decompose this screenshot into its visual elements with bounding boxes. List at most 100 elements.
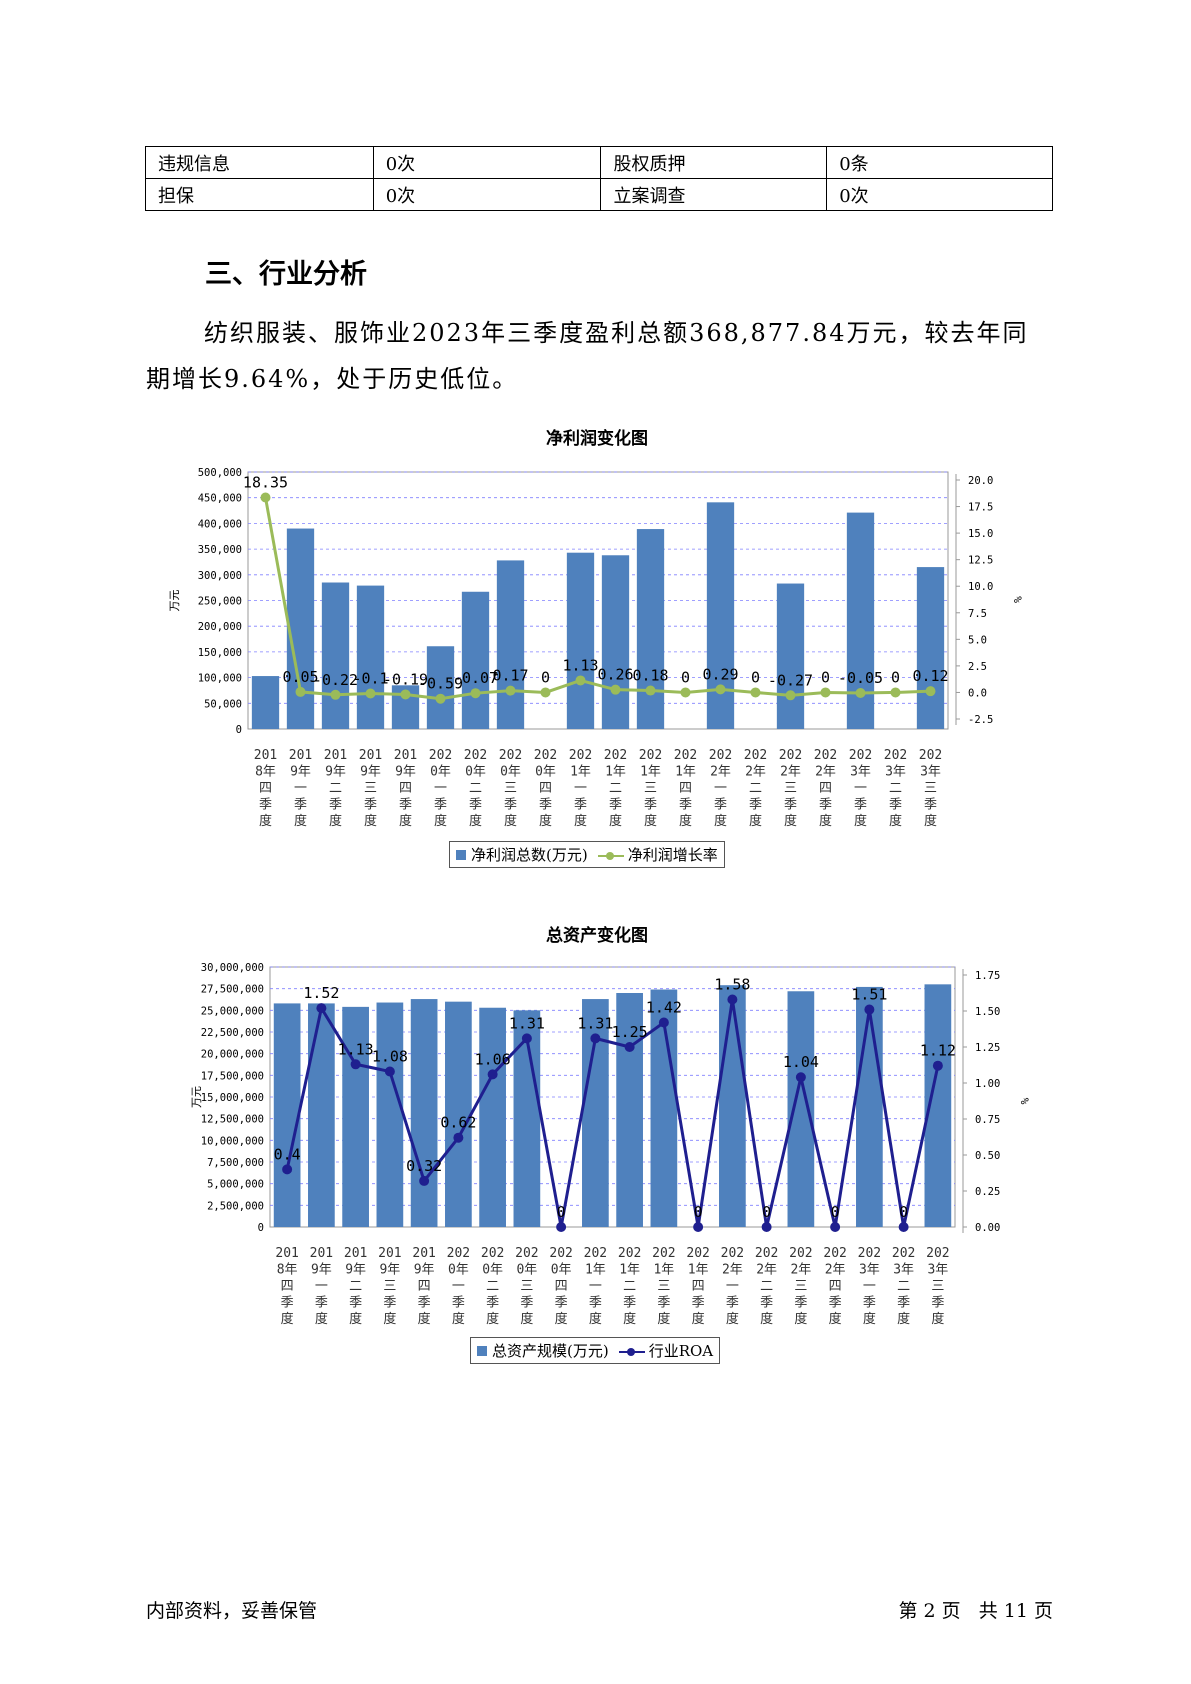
line-point [400, 689, 411, 700]
x-tick-label: 202 3年二季度 [892, 1246, 915, 1327]
x-tick-label: 202 0年一季度 [429, 748, 452, 829]
bar [251, 676, 280, 729]
x-tick-label: 202 0年二季度 [481, 1246, 504, 1327]
net-profit-chart: 0 50,000 100,000 150,000 200,000 250,000 300,0… [168, 467, 1024, 829]
series-line [285, 999, 940, 1228]
x-tick-label: 202 1年二季度 [604, 748, 627, 829]
legend-item: 净利润总数(万元) [456, 844, 588, 865]
y2-tick-label: 10.0 [968, 581, 993, 593]
y-tick-label: 150,000 [198, 647, 242, 659]
table-cell: 0条 [826, 146, 1053, 179]
x-tick-label: 202 1年二季度 [618, 1246, 641, 1327]
data-label: 1.08 [372, 1047, 408, 1065]
data-label: 0 [891, 668, 900, 686]
bar [636, 529, 665, 729]
x-tick-label: 202 3年二季度 [884, 748, 907, 829]
y2-tick-label: 2.5 [968, 661, 987, 673]
bar [856, 986, 883, 1227]
data-label: 1.51 [851, 986, 887, 1004]
data-label: 0 [541, 668, 550, 686]
data-label: 1.13 [562, 656, 598, 674]
line-point [316, 1003, 327, 1014]
y2-tick-label: 1.75 [975, 970, 1000, 982]
x-tick-label: 201 9年四季度 [412, 1246, 435, 1327]
data-label: 0.12 [912, 667, 948, 685]
x-tick-label: 202 3年三季度 [926, 1246, 949, 1327]
bar [787, 991, 815, 1227]
x-tick-label: 202 2年四季度 [823, 1246, 846, 1327]
chart-title-total-assets: 总资产变化图 [546, 926, 648, 946]
x-tick-label: 202 0年一季度 [447, 1246, 470, 1327]
data-label: 1.06 [475, 1050, 511, 1068]
data-label: 1.31 [577, 1014, 613, 1032]
bar [273, 1003, 301, 1227]
bar [286, 528, 315, 729]
y-tick-label: 200,000 [198, 621, 242, 633]
y-tick-label: 0 [258, 1222, 264, 1234]
y2-tick-label: 1.50 [975, 1006, 1000, 1018]
bar [582, 999, 609, 1227]
y-tick-label: 5,000,000 [207, 1179, 264, 1191]
line-point [645, 685, 656, 696]
y-tick-label: 50,000 [204, 698, 242, 710]
data-label: 18.35 [243, 474, 288, 492]
line-point [470, 688, 481, 699]
bar [601, 555, 630, 729]
data-label: 0 [821, 668, 830, 686]
data-label: 1.04 [783, 1053, 819, 1071]
x-tick-label: 202 0年二季度 [464, 748, 487, 829]
line-point [556, 1222, 567, 1232]
y2-tick-label: -2.5 [968, 714, 993, 726]
y-tick-label: 30,000,000 [201, 962, 264, 974]
line-point [575, 675, 586, 686]
y-axis-title: 万元 [190, 1086, 203, 1108]
data-label: 1.13 [338, 1040, 374, 1058]
y2-axis-title: % [1018, 1098, 1031, 1105]
risk-info-table: 违规信息 0次 股权质押 0条 担保 0次 立案调查 0次 [145, 146, 1053, 211]
data-label: 1.12 [920, 1042, 956, 1060]
line-point [260, 492, 271, 503]
line-point [435, 693, 446, 704]
x-tick-label: 201 9年二季度 [324, 748, 347, 829]
data-label: -0.19 [383, 670, 428, 688]
bar [308, 1003, 335, 1227]
data-label: 0.17 [492, 667, 528, 685]
chart-legend: 总资产规模(万元) 行业ROA [470, 1337, 721, 1364]
y2-tick-label: 0.0 [968, 687, 987, 699]
series-line [264, 497, 931, 701]
x-tick-label: 202 1年三季度 [639, 748, 662, 829]
x-tick-label: 201 9年一季度 [310, 1246, 333, 1327]
x-tick-label: 202 0年四季度 [549, 1246, 572, 1327]
line-point [282, 1164, 293, 1175]
line-point [624, 1042, 635, 1052]
table-cell: 违规信息 [145, 146, 374, 179]
y-tick-label: 20,000,000 [201, 1049, 264, 1061]
line-point [680, 687, 691, 698]
line-point [693, 1222, 704, 1232]
y-tick-label: 450,000 [198, 493, 242, 505]
x-tick-label: 201 9年二季度 [344, 1246, 367, 1327]
y-tick-label: 250,000 [198, 596, 242, 608]
data-label: 0 [762, 1203, 771, 1221]
x-tick-label: 201 9年一季度 [289, 748, 312, 829]
bar [461, 591, 490, 729]
data-label: -0.07 [453, 669, 498, 687]
bar [496, 560, 525, 729]
data-label: 0.18 [632, 667, 668, 685]
y-tick-label: 17,500,000 [201, 1070, 264, 1082]
x-tick-label: 202 0年三季度 [499, 748, 522, 829]
data-label: 0.32 [406, 1157, 442, 1175]
y2-axis-title: % [1011, 596, 1024, 603]
y-tick-label: 0 [236, 724, 242, 736]
line-point [855, 687, 866, 698]
y-tick-label: 12,500,000 [201, 1114, 264, 1126]
y-tick-label: 22,500,000 [201, 1027, 264, 1039]
x-tick-label: 202 2年四季度 [814, 748, 837, 829]
data-label: 0 [681, 668, 690, 686]
y-tick-label: 400,000 [198, 518, 242, 530]
y-tick-label: 2,500,000 [207, 1200, 264, 1212]
bar [719, 985, 746, 1227]
line-point [890, 687, 901, 698]
y2-tick-label: 7.5 [968, 608, 987, 620]
y-tick-label: 25,000,000 [201, 1005, 264, 1017]
